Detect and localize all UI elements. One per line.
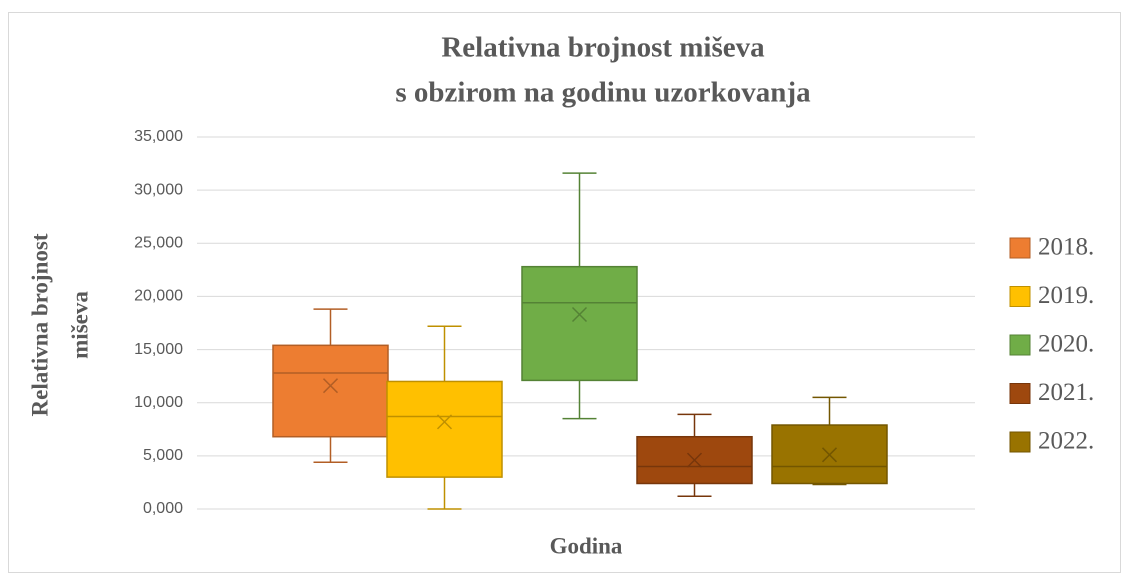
y-axis-title: Relativna brojnost xyxy=(27,233,52,416)
legend-label: 2021. xyxy=(1038,379,1094,406)
legend-swatch xyxy=(1009,431,1031,453)
y-tick-label: 30,000 xyxy=(134,181,183,198)
chart-title: Relativna brojnost miševa xyxy=(441,32,765,64)
y-tick-label: 35,000 xyxy=(134,128,183,145)
legend-swatch xyxy=(1009,383,1031,404)
y-tick-label: 25,000 xyxy=(134,235,183,252)
legend-swatch xyxy=(1009,286,1031,307)
mean-marker xyxy=(686,452,703,468)
mean-marker xyxy=(821,447,838,463)
y-axis-title: miševa xyxy=(67,291,92,359)
legend-label: 2019. xyxy=(1038,282,1094,309)
box xyxy=(386,380,503,478)
y-tick-label: 5,000 xyxy=(143,447,183,464)
box xyxy=(521,265,638,382)
legend-label: 2020. xyxy=(1038,331,1094,358)
legend-label: 2022. xyxy=(1038,428,1094,455)
mean-marker xyxy=(322,378,339,394)
legend-swatch xyxy=(1009,334,1031,356)
mean-marker xyxy=(571,306,588,323)
y-tick-label: 15,000 xyxy=(134,341,183,358)
y-tick-label: 0,000 xyxy=(143,500,183,517)
box xyxy=(272,344,389,438)
legend-label: 2018. xyxy=(1038,234,1094,261)
chart-title: s obzirom na godinu uzorkovanja xyxy=(395,77,811,109)
y-tick-label: 20,000 xyxy=(134,288,183,305)
y-tick-label: 10,000 xyxy=(134,394,183,411)
legend-swatch xyxy=(1009,237,1031,259)
x-axis-title: Godina xyxy=(550,533,623,558)
mean-marker xyxy=(436,414,453,430)
